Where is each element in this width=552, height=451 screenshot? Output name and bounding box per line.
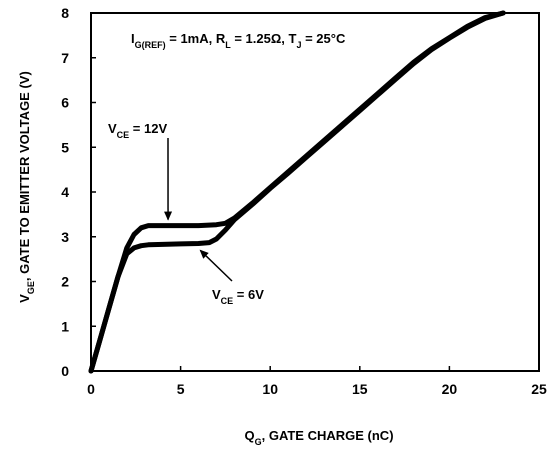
y-axis-title: VGE, GATE TO EMITTER VOLTAGE (V)	[17, 71, 36, 303]
y-tick-label-7: 7	[61, 50, 69, 66]
series-arrow-1	[199, 249, 233, 282]
x-tick-label-0: 0	[87, 381, 95, 397]
y-tick-label-0: 0	[61, 363, 69, 379]
x-tick-label-1: 5	[177, 381, 185, 397]
plot-frame	[90, 12, 540, 372]
y-tick-label-8: 8	[61, 5, 69, 21]
y-tick-label-6: 6	[61, 95, 69, 111]
series-label-1: VCE = 6V	[212, 287, 264, 306]
x-tick-label-2: 10	[262, 381, 278, 397]
y-tick-label-5: 5	[61, 139, 69, 155]
y-tick-label-4: 4	[61, 184, 69, 200]
series-line-0	[88, 10, 506, 374]
x-tick-label-3: 15	[352, 381, 368, 397]
test-conditions-label: IG(REF) = 1mA, RL = 1.25Ω, TJ = 25°C	[131, 31, 346, 50]
y-tick-label-1: 1	[61, 318, 69, 334]
x-tick-label-5: 25	[531, 381, 547, 397]
series-line-1	[88, 10, 506, 374]
x-tick-label-4: 20	[442, 381, 458, 397]
x-axis-title: QG, GATE CHARGE (nC)	[244, 428, 393, 447]
y-tick-label-3: 3	[61, 229, 69, 245]
y-tick-label-2: 2	[61, 274, 69, 290]
series-label-0: VCE = 12V	[108, 121, 167, 140]
